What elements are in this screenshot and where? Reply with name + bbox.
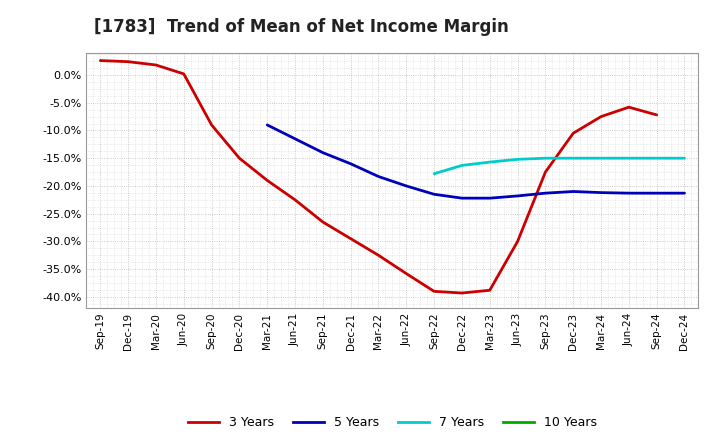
7 Years [624,156,633,161]
5 Years [513,193,522,198]
5 Years [318,150,327,155]
3 Years [485,288,494,293]
3 Years [513,239,522,244]
5 Years [680,191,689,196]
5 Years [346,161,355,166]
5 Years [624,191,633,196]
3 Years [179,71,188,77]
Line: 3 Years: 3 Years [100,61,657,293]
3 Years [430,289,438,294]
3 Years [569,131,577,136]
5 Years [458,195,467,201]
5 Years [485,195,494,201]
5 Years [374,174,383,179]
3 Years [402,271,410,276]
3 Years [458,290,467,296]
5 Years [263,122,271,128]
3 Years [263,178,271,183]
5 Years [652,191,661,196]
7 Years [597,156,606,161]
7 Years [652,156,661,161]
Legend: 3 Years, 5 Years, 7 Years, 10 Years: 3 Years, 5 Years, 7 Years, 10 Years [183,411,602,434]
3 Years [152,62,161,68]
7 Years [569,156,577,161]
7 Years [541,156,550,161]
3 Years [318,220,327,225]
5 Years [541,191,550,196]
5 Years [569,189,577,194]
3 Years [624,105,633,110]
3 Years [652,112,661,117]
5 Years [402,183,410,189]
7 Years [680,156,689,161]
5 Years [291,136,300,141]
7 Years [458,163,467,168]
5 Years [430,192,438,197]
Text: [1783]  Trend of Mean of Net Income Margin: [1783] Trend of Mean of Net Income Margi… [94,18,508,36]
3 Years [96,58,104,63]
5 Years [597,190,606,195]
Line: 5 Years: 5 Years [267,125,685,198]
3 Years [541,169,550,175]
7 Years [513,157,522,162]
3 Years [291,197,300,202]
3 Years [374,253,383,258]
3 Years [597,114,606,119]
3 Years [124,59,132,64]
7 Years [485,159,494,165]
7 Years [430,171,438,176]
3 Years [346,236,355,241]
3 Years [207,122,216,128]
3 Years [235,156,243,161]
Line: 7 Years: 7 Years [434,158,685,174]
